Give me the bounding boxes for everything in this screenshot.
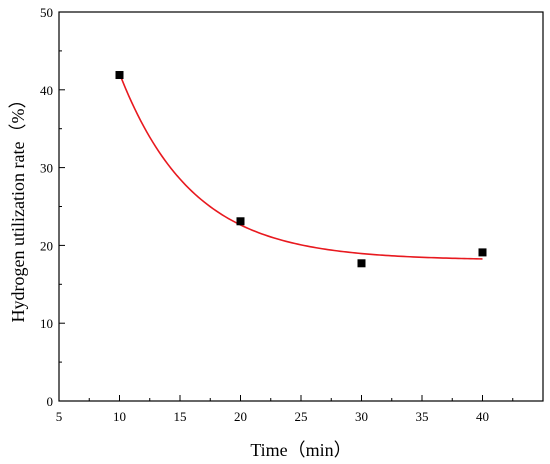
x-tick-label: 30 [355,409,368,424]
x-tick-label: 15 [174,409,187,424]
y-tick-label: 30 [40,161,53,176]
y-tick-label: 20 [40,238,53,253]
x-tick-label: 10 [113,409,126,424]
plot-frame [58,11,544,402]
x-tick-label: 40 [476,409,489,424]
y-tick-label: 50 [40,5,53,20]
x-tick-label: 5 [56,409,63,424]
data-point [478,248,487,257]
data-point [236,217,245,226]
y-tick-label: 40 [40,83,53,98]
plot-area [58,11,544,402]
x-axis-label: Time（min） [250,440,351,460]
y-tick-label: 0 [47,394,54,409]
y-tick-label: 10 [40,316,53,331]
fit-curve [118,73,483,260]
y-axis-label: Hydrogen utilization rate（%） [8,91,28,323]
data-point [115,71,124,80]
y-axis: 0 10 20 30 40 50 [40,5,65,409]
x-axis: 5 10 15 20 25 30 35 40 [56,395,514,424]
data-point [357,259,366,268]
x-tick-label: 25 [295,409,308,424]
series-layer [115,71,487,268]
x-tick-label: 20 [234,409,247,424]
x-tick-label: 35 [416,409,429,424]
